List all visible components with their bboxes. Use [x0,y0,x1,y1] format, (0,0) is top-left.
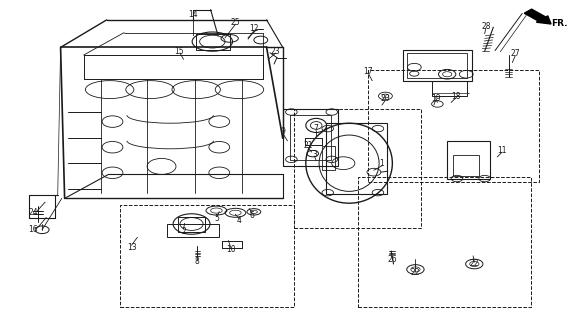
Text: 12: 12 [249,24,258,33]
Text: 26: 26 [388,255,397,264]
Text: 14: 14 [189,10,198,19]
Text: 6: 6 [250,211,254,220]
Text: 13: 13 [127,243,136,252]
Text: 18: 18 [451,92,460,100]
Bar [290,115,331,160]
Text: 25: 25 [231,18,240,27]
Text: 15: 15 [174,47,183,56]
Bar [358,177,531,307]
Bar [283,109,338,166]
Text: 24: 24 [29,208,38,217]
Bar [294,109,421,228]
Text: 20: 20 [381,94,390,103]
Text: 17: 17 [364,67,373,76]
Text: 1: 1 [380,159,384,168]
Text: 23: 23 [271,47,280,56]
Text: 21: 21 [304,141,313,150]
Text: 11: 11 [497,146,507,155]
Bar [368,70,539,182]
Text: 8: 8 [195,257,200,266]
Text: 22: 22 [411,268,420,277]
Text: 22: 22 [470,260,479,268]
Bar [447,141,490,179]
Text: 19: 19 [431,94,440,103]
Bar [178,217,205,232]
Text: 4: 4 [237,216,242,225]
Text: 16: 16 [29,225,38,234]
Bar [322,146,335,170]
Bar [453,155,479,176]
Text: 9: 9 [280,127,285,136]
Bar [120,205,294,307]
Bar [196,34,230,50]
Text: 27: 27 [511,49,520,58]
Text: 2: 2 [181,227,186,236]
Text: FR.: FR. [551,19,568,28]
Text: 28: 28 [481,22,490,31]
Bar [326,123,387,194]
Text: 5: 5 [215,214,219,223]
Bar [167,224,219,237]
Text: 3: 3 [312,150,317,159]
Bar [432,81,467,96]
Text: 7: 7 [314,124,319,133]
Bar [403,50,472,81]
Text: 10: 10 [226,245,235,254]
Bar [407,53,467,78]
FancyArrow shape [524,9,551,24]
